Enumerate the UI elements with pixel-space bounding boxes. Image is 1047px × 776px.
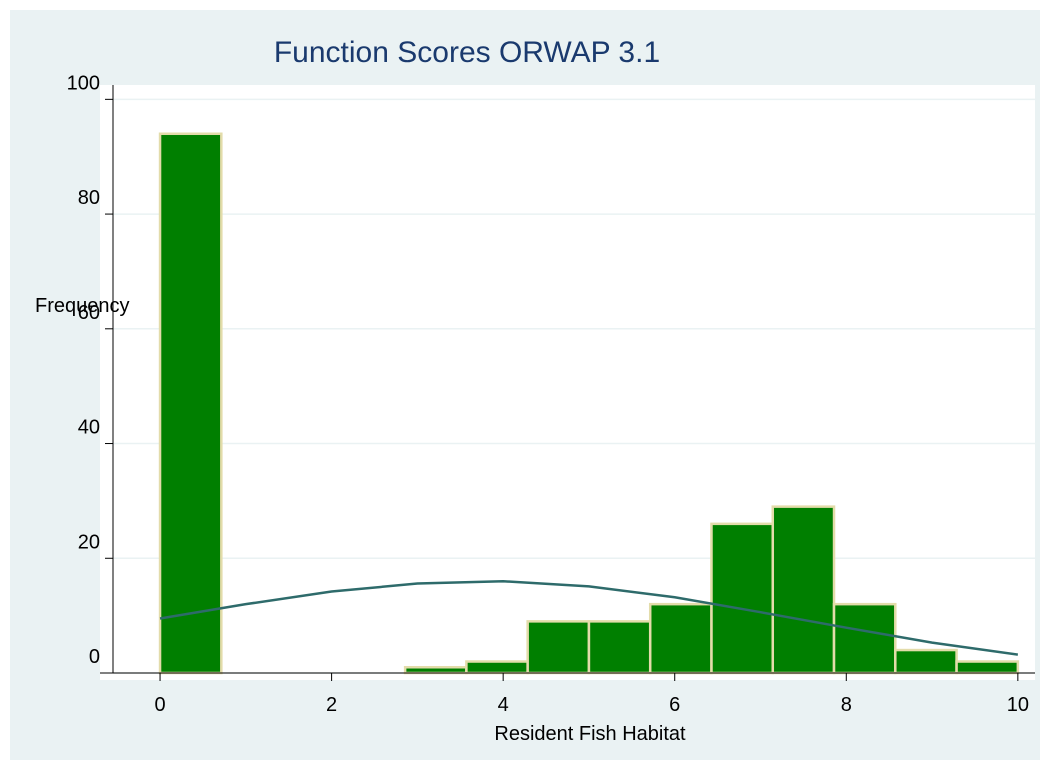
bar: [710, 522, 775, 675]
y-tick-label: 40: [78, 417, 100, 439]
bar: [587, 620, 652, 675]
y-tick-label: 100: [67, 72, 100, 94]
x-tick-label: 10: [1007, 694, 1029, 716]
bar: [648, 602, 713, 675]
y-tick-label: 0: [89, 646, 100, 668]
y-tick-label: 20: [78, 531, 100, 553]
x-tick-label: 4: [498, 694, 509, 716]
bar: [158, 132, 223, 675]
bar: [465, 660, 529, 675]
x-tick-label: 0: [154, 694, 165, 716]
x-tick-label: 2: [326, 694, 337, 716]
x-axis-label: Resident Fish Habitat: [494, 723, 686, 745]
bar: [403, 666, 468, 675]
chart-title: Function Scores ORWAP 3.1: [274, 36, 660, 69]
x-tick-label: 8: [841, 694, 852, 716]
bar: [894, 648, 958, 675]
normal-curve: [159, 579, 1019, 656]
y-tick-label: 80: [78, 187, 100, 209]
bar: [526, 620, 591, 675]
y-axis-label: Frequency: [35, 295, 130, 317]
bar: [955, 660, 1020, 675]
x-tick-label: 6: [669, 694, 680, 716]
bar: [771, 505, 836, 675]
bar: [832, 602, 897, 675]
y-tick-label: 60: [78, 302, 100, 324]
plot-area: [100, 85, 1035, 680]
